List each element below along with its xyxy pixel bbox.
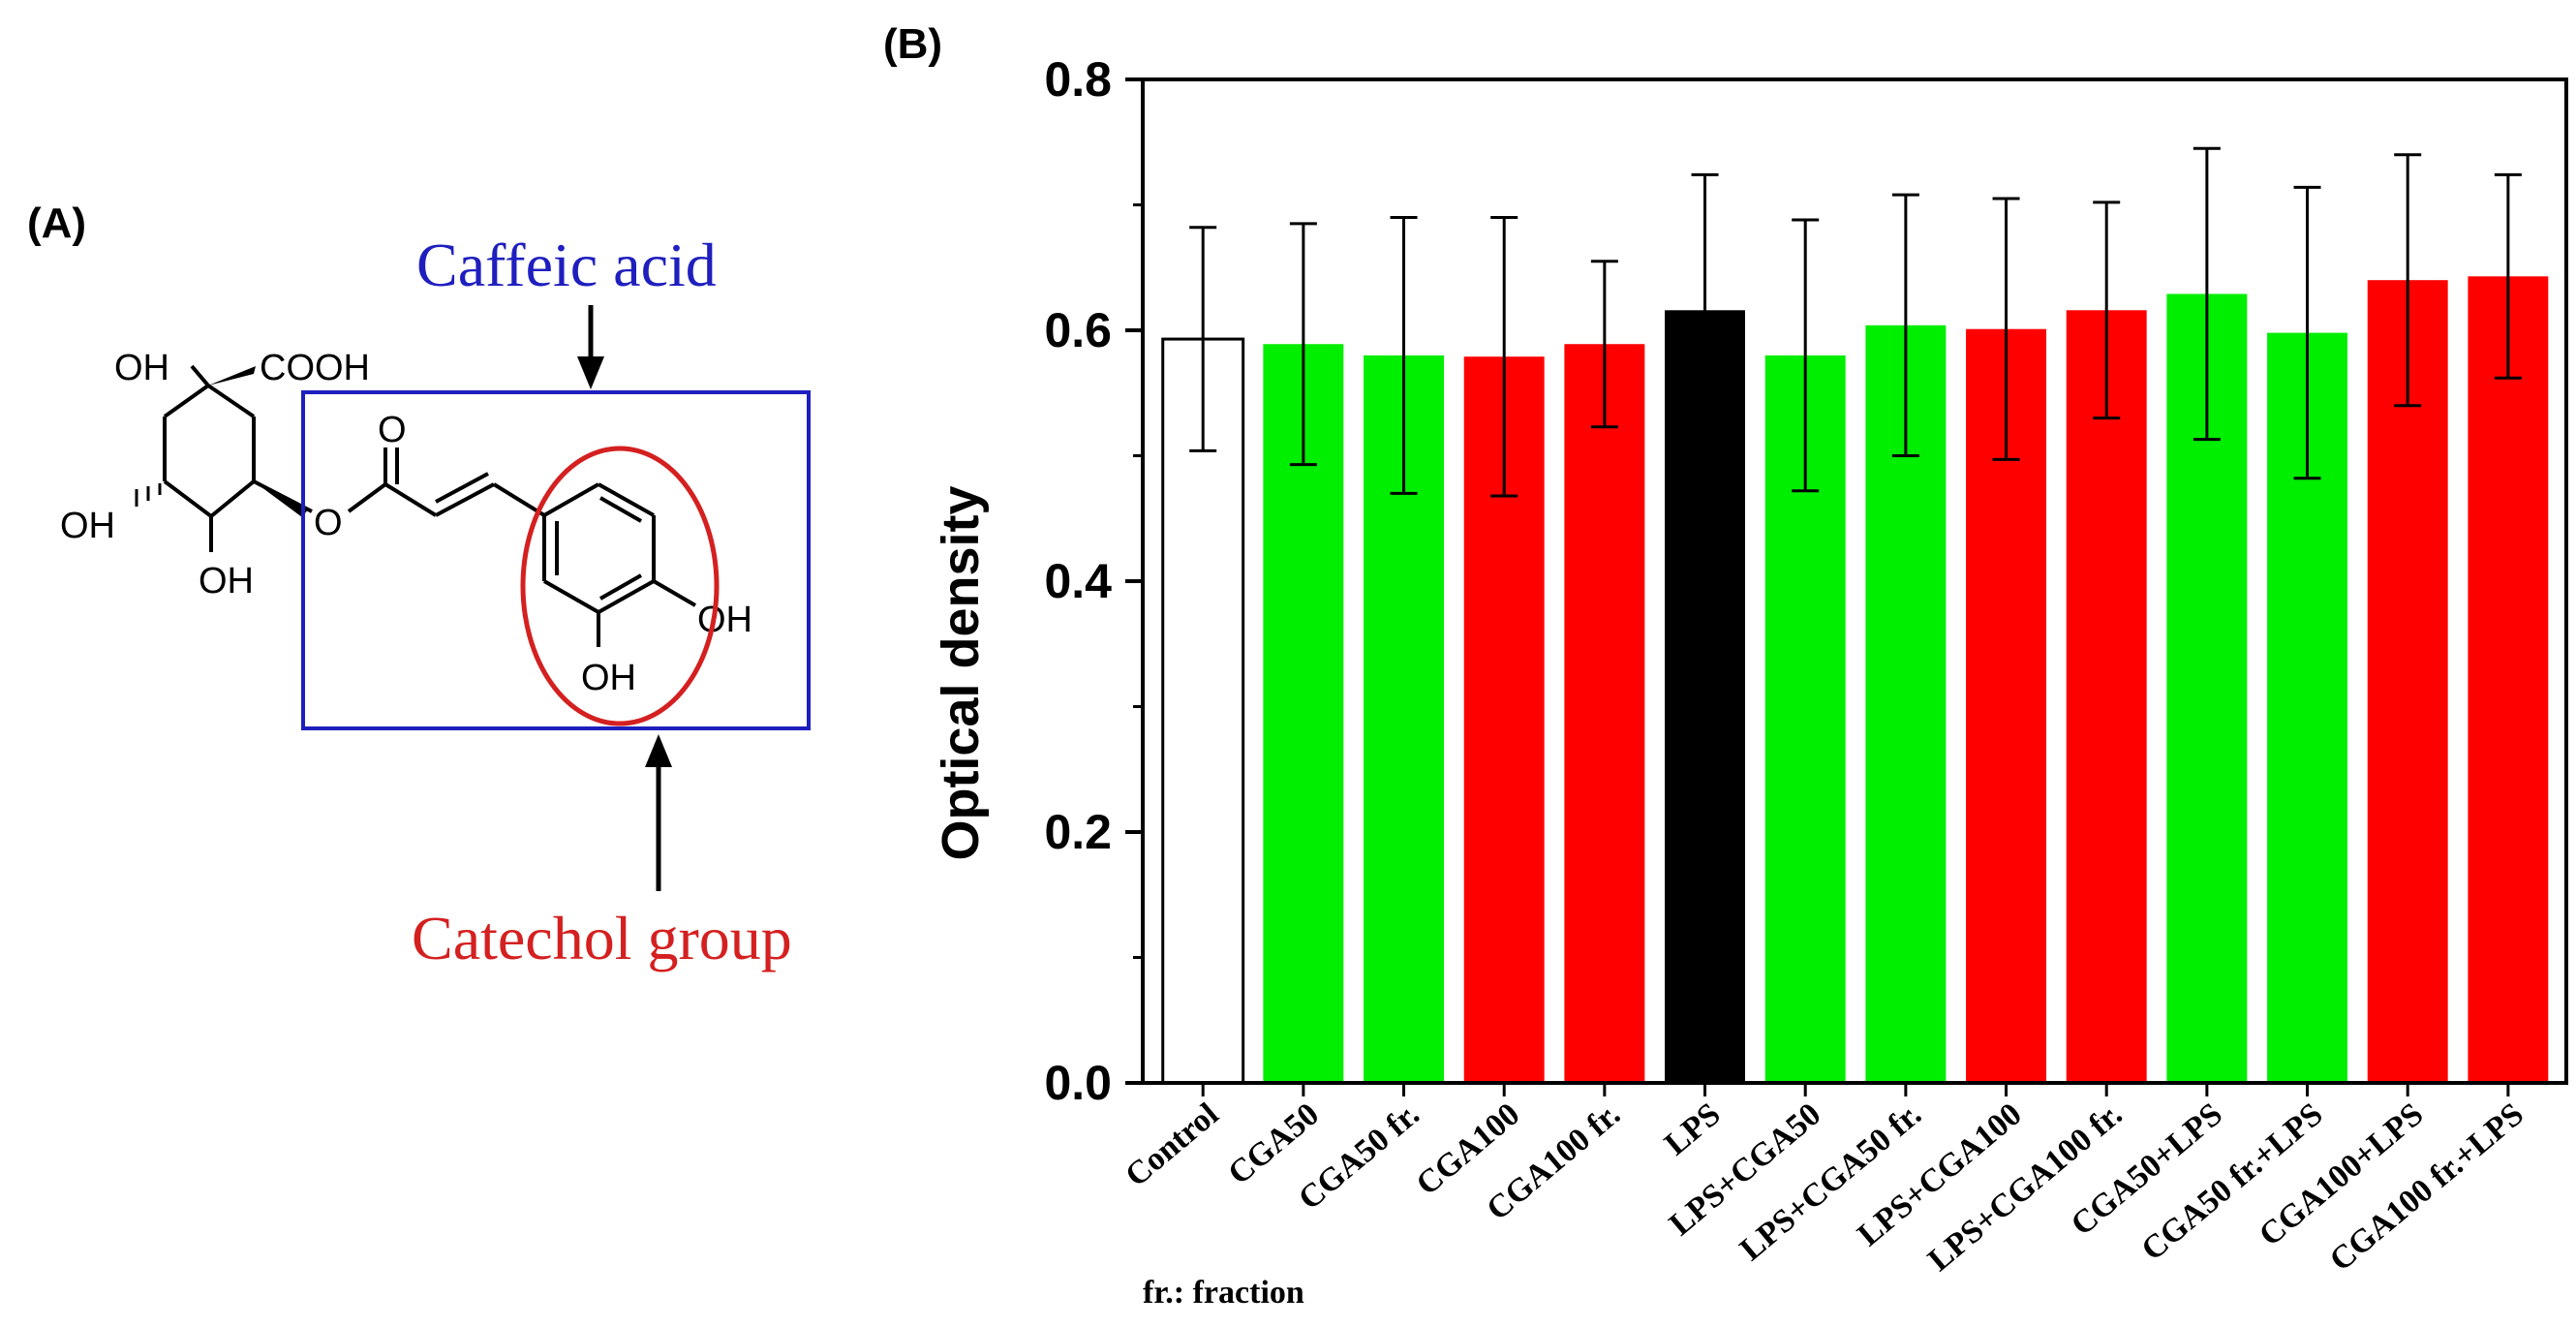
bar <box>1161 337 1245 1085</box>
footnote: fr.: fraction <box>1143 1275 1304 1311</box>
atom-oh-bottom: OH <box>199 561 254 602</box>
y-axis-title: Optical density <box>932 485 990 860</box>
y-tick-label: 0.6 <box>1044 303 1112 357</box>
chlorogenic-acid-structure <box>135 364 697 647</box>
caffeic-arrow-head <box>577 356 604 389</box>
bar <box>2468 276 2549 1083</box>
bond <box>652 579 697 607</box>
bar <box>1263 344 1344 1083</box>
y-tick-label: 0.0 <box>1044 1056 1112 1110</box>
y-tick-label: 0.8 <box>1044 52 1112 107</box>
wedge-bond <box>208 366 256 386</box>
bond <box>383 482 438 517</box>
bond <box>598 482 655 517</box>
bond <box>492 482 546 517</box>
caffeic-acid-box <box>301 390 811 730</box>
panel-a-label: (A) <box>27 200 86 247</box>
catechol-group-circle <box>520 446 720 726</box>
bar <box>1564 344 1645 1083</box>
panel-b-label: (B) <box>883 20 942 68</box>
atom-carbonyl-o: O <box>378 410 407 450</box>
bond <box>435 482 495 517</box>
bond <box>599 573 642 601</box>
atom-oh-left: OH <box>60 506 115 546</box>
atom-ester-o: O <box>314 503 343 543</box>
x-tick-label: CGA50 fr.+LPS <box>2134 1096 2329 1268</box>
bond <box>190 364 210 387</box>
bond <box>206 384 256 418</box>
bond <box>543 579 599 614</box>
bar <box>2367 280 2448 1083</box>
bond <box>598 579 655 614</box>
catechol-group-label: Catechol group <box>412 904 792 972</box>
panel-a: (A) <box>27 200 811 972</box>
x-tick-label: LPS <box>1658 1096 1728 1162</box>
caffeic-acid-label: Caffeic acid <box>416 231 717 299</box>
bond <box>599 496 642 523</box>
bond <box>209 479 256 518</box>
bond <box>163 479 213 518</box>
bond <box>163 384 210 418</box>
atom-oh-ring-bottom: OH <box>581 658 636 698</box>
y-tick-label: 0.4 <box>1044 554 1112 608</box>
atom-cooh: COOH <box>260 348 370 388</box>
atom-oh-ring-right: OH <box>697 600 752 640</box>
y-tick-label: 0.2 <box>1044 805 1112 859</box>
atom-oh-top: OH <box>114 348 169 388</box>
x-tick-label: Control <box>1119 1096 1225 1194</box>
bond <box>435 472 489 504</box>
bar <box>2066 310 2147 1083</box>
wedge-bond <box>254 481 308 517</box>
catechol-arrow-head <box>645 734 672 767</box>
plot-frame <box>1141 77 2568 1085</box>
x-tick-label: LPS+CGA50 fr. <box>1733 1096 1928 1268</box>
bond <box>347 482 387 513</box>
bond <box>543 482 599 517</box>
